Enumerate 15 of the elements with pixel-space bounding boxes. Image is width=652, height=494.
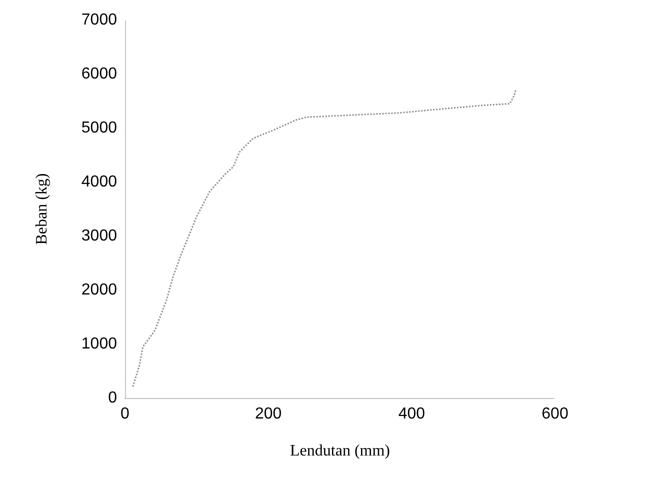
y-tick-label: 1000 — [81, 336, 118, 352]
y-tick-label: 6000 — [81, 66, 118, 82]
y-tick-label: 2000 — [81, 282, 118, 298]
y-tick-label: 4000 — [81, 174, 118, 190]
line-series — [132, 89, 516, 388]
y-axis-title: Beban (kg) — [34, 173, 50, 245]
x-tick-label: 600 — [542, 406, 568, 422]
x-tick-label: 400 — [398, 406, 426, 422]
x-axis-title: Lendutan (mm) — [290, 442, 390, 460]
x-tick-label: 200 — [254, 406, 282, 422]
y-tick-label: 5000 — [81, 120, 118, 136]
y-tick-label: 7000 — [81, 12, 118, 28]
y-tick-label: 3000 — [81, 228, 118, 244]
x-tick-label: 0 — [120, 406, 130, 422]
y-tick-label: 0 — [108, 390, 118, 406]
